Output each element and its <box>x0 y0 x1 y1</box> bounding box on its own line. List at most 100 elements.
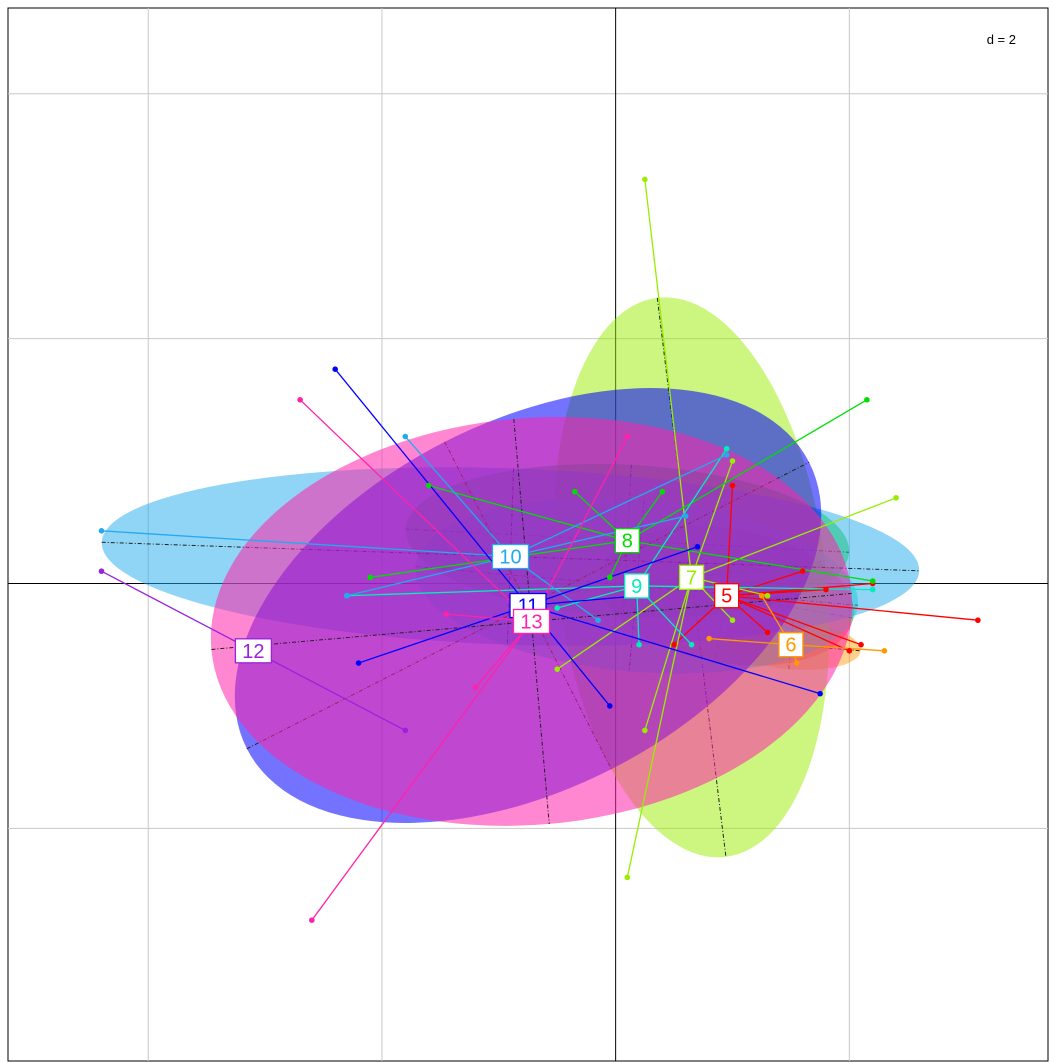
point-13-2 <box>309 917 315 923</box>
point-7-3 <box>554 666 561 672</box>
link-10-4 <box>510 515 686 558</box>
label-13: 13 <box>520 611 542 633</box>
link-13-1 <box>530 436 628 622</box>
point-11-1 <box>355 660 362 666</box>
link-10-1 <box>404 436 511 557</box>
point-10-0 <box>98 528 105 534</box>
point-9-2 <box>688 641 695 648</box>
point-13-1 <box>624 433 631 440</box>
point-7-7 <box>729 617 736 624</box>
point-6-1 <box>881 648 888 654</box>
link-7-1 <box>690 460 734 578</box>
point-5-7 <box>729 482 736 489</box>
point-13-0 <box>297 397 303 403</box>
point-7-6 <box>764 592 771 599</box>
label-group-5: 5 <box>714 583 740 609</box>
point-11-2 <box>606 703 613 709</box>
link-9-4 <box>557 585 637 609</box>
label-box-13 <box>512 608 551 635</box>
point-9-3 <box>636 641 642 648</box>
point-6-2 <box>758 592 765 599</box>
point-12-0 <box>98 568 105 575</box>
point-9-1 <box>869 586 876 593</box>
link-7-2 <box>691 497 897 578</box>
label-box-5 <box>714 583 740 609</box>
point-8-6 <box>606 574 613 581</box>
point-5-8 <box>846 648 853 654</box>
point-10-1 <box>402 433 409 440</box>
point-8-3 <box>571 488 578 495</box>
point-5-0 <box>858 641 864 648</box>
point-8-5 <box>659 488 666 495</box>
link-11-1 <box>358 604 529 664</box>
point-7-4 <box>642 727 648 734</box>
label-group-10: 10 <box>491 543 530 570</box>
point-8-2 <box>367 574 374 581</box>
grid-lines <box>8 8 1048 1061</box>
point-13-4 <box>443 611 450 617</box>
label-5: 5 <box>721 586 732 608</box>
label-group-12: 12 <box>234 638 273 664</box>
label-group-9: 9 <box>624 573 650 599</box>
point-10-4 <box>682 513 689 519</box>
link-10-3 <box>510 454 727 558</box>
scale-label: d = 2 <box>987 32 1016 47</box>
point-10-5 <box>595 617 601 624</box>
label-9: 9 <box>631 576 642 598</box>
link-8-4 <box>627 539 873 582</box>
point-10-2 <box>344 592 350 599</box>
point-5-3 <box>764 629 771 636</box>
label-group-7: 7 <box>678 564 705 591</box>
label-group-8: 8 <box>614 527 640 554</box>
link-5-7 <box>726 485 734 596</box>
label-box-6 <box>778 632 804 658</box>
point-13-3 <box>472 684 479 691</box>
point-7-1 <box>729 458 736 464</box>
point-6-3 <box>793 660 800 666</box>
label-8: 8 <box>622 531 633 553</box>
link-10-0 <box>101 530 511 558</box>
point-8-0 <box>864 397 870 403</box>
point-5-4 <box>823 586 829 593</box>
label-box-8 <box>614 527 640 554</box>
label-box-7 <box>678 564 705 591</box>
label-box-12 <box>234 638 273 664</box>
point-6-0 <box>706 635 712 642</box>
point-11-3 <box>817 690 823 697</box>
link-13-0 <box>299 399 532 622</box>
link-11-4 <box>527 546 698 607</box>
link-8-1 <box>428 484 628 542</box>
label-6: 6 <box>785 635 796 657</box>
data-points <box>98 176 981 923</box>
link-6-1 <box>790 644 885 652</box>
label-12: 12 <box>242 641 264 663</box>
link-9-1 <box>636 585 873 591</box>
link-7-5 <box>626 577 693 878</box>
link-5-8 <box>726 595 850 652</box>
link-5-4 <box>726 588 827 597</box>
label-group-6: 6 <box>778 632 804 658</box>
point-9-4 <box>554 605 561 611</box>
link-8-0 <box>626 399 868 542</box>
label-7: 7 <box>686 567 697 589</box>
link-12-1 <box>253 650 406 731</box>
point-11-0 <box>332 366 338 373</box>
point-7-2 <box>893 494 899 501</box>
point-5-6 <box>671 641 677 648</box>
link-11-3 <box>527 604 821 695</box>
link-12-0 <box>101 570 254 652</box>
link-5-0 <box>726 595 862 646</box>
label-group-13: 13 <box>512 608 551 635</box>
link-9-5 <box>346 585 637 597</box>
link-7-3 <box>556 576 692 670</box>
point-5-2 <box>799 568 806 575</box>
link-5-2 <box>726 570 803 597</box>
point-7-5 <box>624 874 631 881</box>
link-6-0 <box>709 637 791 646</box>
point-5-5 <box>975 617 981 624</box>
label-box-10 <box>491 543 530 570</box>
link-7-4 <box>644 577 693 731</box>
link-7-0 <box>644 179 693 578</box>
point-12-1 <box>402 727 409 734</box>
